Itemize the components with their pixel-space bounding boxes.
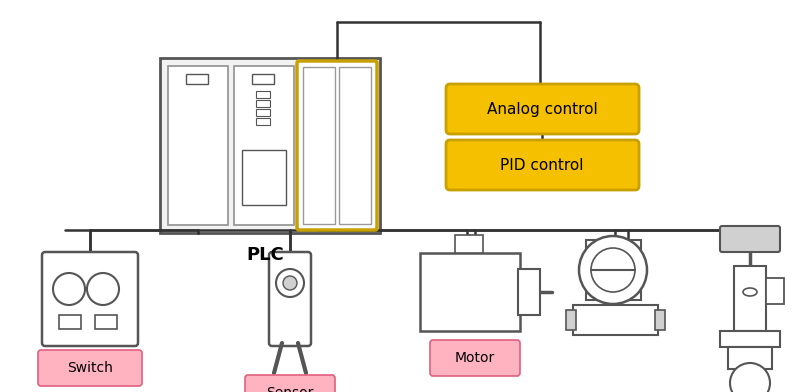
- Circle shape: [730, 363, 770, 392]
- Bar: [59, 315, 81, 329]
- FancyBboxPatch shape: [446, 140, 639, 190]
- Bar: [734, 266, 766, 331]
- Text: Motor: Motor: [455, 351, 495, 365]
- Circle shape: [591, 248, 635, 292]
- Circle shape: [276, 269, 304, 297]
- Bar: [720, 331, 780, 347]
- Bar: [455, 235, 483, 253]
- FancyBboxPatch shape: [269, 252, 311, 346]
- Bar: [160, 58, 380, 233]
- Bar: [728, 347, 772, 369]
- FancyBboxPatch shape: [297, 61, 377, 230]
- Circle shape: [87, 273, 119, 305]
- Text: Switch: Switch: [67, 361, 113, 375]
- Bar: [420, 253, 520, 331]
- Circle shape: [283, 276, 297, 290]
- FancyBboxPatch shape: [446, 84, 639, 134]
- Bar: [303, 67, 335, 224]
- Bar: [256, 91, 270, 98]
- Ellipse shape: [743, 288, 757, 296]
- Circle shape: [579, 236, 647, 304]
- Bar: [586, 240, 641, 300]
- Text: PLC: PLC: [246, 246, 284, 264]
- Bar: [256, 118, 270, 125]
- Bar: [168, 66, 228, 225]
- Bar: [234, 66, 294, 225]
- FancyBboxPatch shape: [245, 375, 335, 392]
- Bar: [766, 278, 784, 304]
- Bar: [252, 74, 274, 84]
- Bar: [573, 305, 658, 335]
- FancyBboxPatch shape: [38, 350, 142, 386]
- Bar: [339, 67, 371, 224]
- Text: Analog control: Analog control: [487, 102, 598, 116]
- Text: PID control: PID control: [501, 158, 583, 172]
- Bar: [566, 310, 576, 330]
- FancyBboxPatch shape: [42, 252, 138, 346]
- Text: Sensor: Sensor: [266, 386, 314, 392]
- Bar: [256, 100, 270, 107]
- FancyBboxPatch shape: [720, 226, 780, 252]
- Bar: [95, 315, 117, 329]
- Bar: [518, 269, 540, 316]
- Bar: [242, 150, 286, 205]
- Circle shape: [53, 273, 85, 305]
- FancyBboxPatch shape: [430, 340, 520, 376]
- Bar: [655, 310, 665, 330]
- Bar: [256, 109, 270, 116]
- Bar: [186, 74, 208, 84]
